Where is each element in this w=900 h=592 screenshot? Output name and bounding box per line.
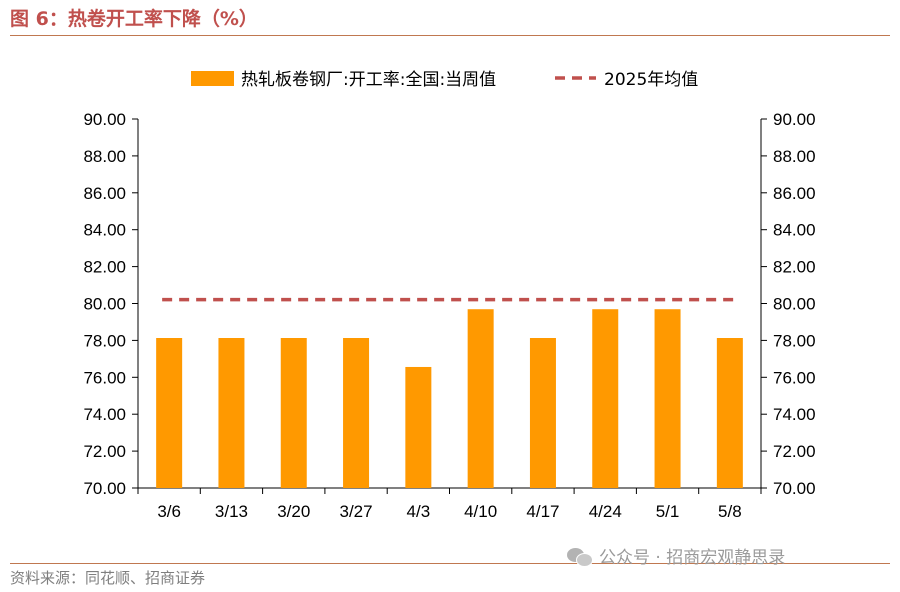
bar xyxy=(592,309,619,488)
y-tick-label-right: 72.00 xyxy=(773,442,816,461)
y-tick-label-left: 88.00 xyxy=(83,147,126,166)
x-tick-label: 4/24 xyxy=(589,502,622,520)
y-tick-label-right: 80.00 xyxy=(773,295,816,314)
bar xyxy=(654,309,681,488)
bar xyxy=(716,338,743,488)
y-tick-label-left: 80.00 xyxy=(83,295,126,314)
x-tick-label: 3/6 xyxy=(157,502,181,520)
x-tick-label: 4/17 xyxy=(526,502,559,520)
y-tick-label-right: 74.00 xyxy=(773,405,816,424)
chart: 热轧板卷钢厂:开工率:全国:当周值 2025年均值 70.00 72.00 74.00… xyxy=(83,70,815,520)
watermark-text: 公众号 · 招商宏观静思录 xyxy=(599,548,786,568)
title-divider xyxy=(10,35,890,36)
y-tick-label-right: 76.00 xyxy=(773,368,816,387)
y-tick-label-left: 82.00 xyxy=(83,258,126,277)
legend-label-line: 2025年均值 xyxy=(604,70,698,90)
x-tick-label: 5/1 xyxy=(656,502,680,520)
y-tick-label-left: 90.00 xyxy=(83,110,126,129)
legend: 热轧板卷钢厂:开工率:全国:当周值 2025年均值 xyxy=(191,70,698,90)
bar xyxy=(156,338,183,488)
bar xyxy=(405,366,432,488)
y-tick-label-left: 74.00 xyxy=(83,405,126,424)
x-tick-label: 3/27 xyxy=(340,502,373,520)
footer-divider xyxy=(10,563,890,564)
y-tick-label-right: 82.00 xyxy=(773,258,816,277)
x-tick-label: 4/10 xyxy=(464,502,497,520)
y-tick-label-right: 84.00 xyxy=(773,221,816,240)
y-tick-label-right: 70.00 xyxy=(773,479,816,498)
y-tick-label-left: 70.00 xyxy=(83,479,126,498)
bar xyxy=(343,338,370,488)
legend-swatch-bar xyxy=(191,71,234,86)
wechat-icon xyxy=(567,546,593,567)
legend-label-bar: 热轧板卷钢厂:开工率:全国:当周值 xyxy=(241,70,496,90)
x-tick-label: 3/20 xyxy=(277,502,310,520)
y-tick-label-left: 84.00 xyxy=(83,221,126,240)
y-tick-label-left: 72.00 xyxy=(83,442,126,461)
bar xyxy=(280,338,307,488)
watermark: 公众号 · 招商宏观静思录 xyxy=(567,543,785,568)
y-tick-label-right: 90.00 xyxy=(773,110,816,129)
figure-title: 图 6：热卷开工率下降（%） xyxy=(10,8,258,30)
y-tick-label-right: 86.00 xyxy=(773,184,816,203)
y-tick-label-left: 86.00 xyxy=(83,184,126,203)
bar xyxy=(529,338,556,488)
bar xyxy=(467,309,494,488)
axes: 70.00 72.00 74.00 76.00 78.00 80.00 82.00 84.00… xyxy=(83,110,815,520)
y-tick-label-left: 76.00 xyxy=(83,368,126,387)
x-tick-label: 5/8 xyxy=(718,502,742,520)
x-tick-label: 3/13 xyxy=(215,502,248,520)
bar xyxy=(218,338,245,488)
x-tick-label: 4/3 xyxy=(407,502,431,520)
y-tick-label-right: 88.00 xyxy=(773,147,816,166)
source-note: 资料来源：同花顺、招商证券 xyxy=(10,569,206,587)
y-tick-label-right: 78.00 xyxy=(773,331,816,350)
y-tick-label-left: 78.00 xyxy=(83,331,126,350)
bars xyxy=(156,309,743,488)
